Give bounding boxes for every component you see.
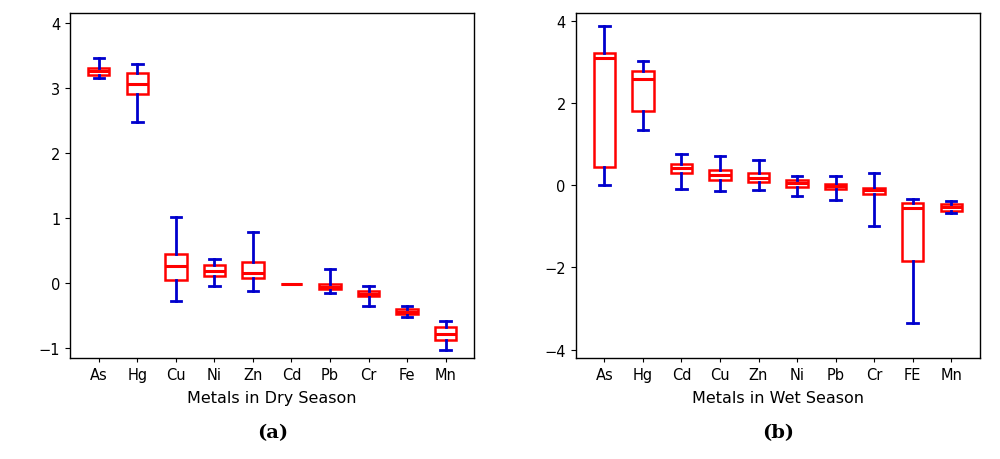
X-axis label: Metals in Wet Season: Metals in Wet Season [692,390,864,405]
Text: (a): (a) [257,423,288,442]
PathPatch shape [204,266,225,277]
PathPatch shape [127,74,148,95]
PathPatch shape [902,204,923,262]
PathPatch shape [319,285,341,290]
PathPatch shape [242,263,264,278]
X-axis label: Metals in Dry Season: Metals in Dry Season [187,390,357,405]
PathPatch shape [786,181,808,188]
PathPatch shape [632,72,654,112]
PathPatch shape [358,291,379,297]
PathPatch shape [671,165,692,174]
PathPatch shape [941,205,962,211]
PathPatch shape [748,174,769,183]
PathPatch shape [863,189,885,195]
PathPatch shape [396,309,418,314]
PathPatch shape [594,54,615,168]
PathPatch shape [88,69,109,75]
PathPatch shape [165,254,187,280]
PathPatch shape [709,170,731,181]
PathPatch shape [435,327,456,341]
PathPatch shape [825,184,846,189]
Text: (b): (b) [762,423,794,442]
